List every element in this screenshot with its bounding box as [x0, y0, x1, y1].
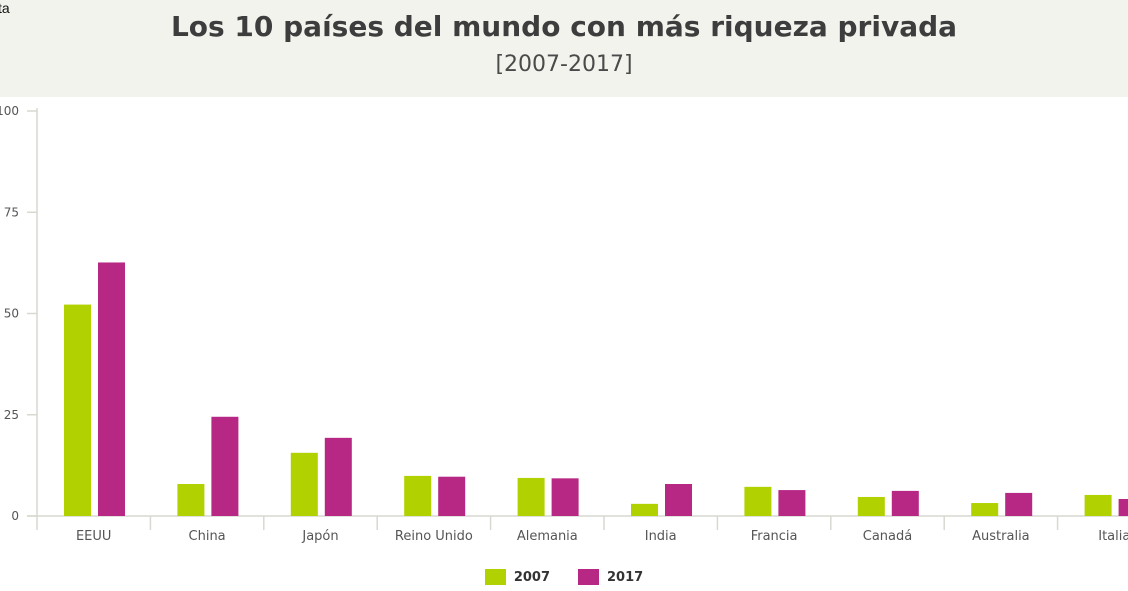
bar-2007-reino-unido [404, 475, 432, 516]
y-tick-label: 75 [4, 205, 19, 219]
bar-2017-alemania [551, 478, 579, 516]
bar-2007-canadá [857, 496, 885, 516]
bar-2017-reino-unido [438, 476, 466, 516]
x-tick-label: Japón [301, 529, 338, 544]
bar-2017-australia [1005, 492, 1033, 516]
bar-2007-francia [744, 486, 772, 516]
bar-2007-italia [1084, 494, 1112, 516]
x-tick-label: Francia [751, 529, 798, 544]
bar-2007-india [631, 503, 658, 516]
x-tick-label: Alemania [517, 529, 578, 544]
x-tick-label: Canadá [863, 529, 912, 544]
x-tick-label: Reino Unido [395, 529, 473, 544]
bar-2007-australia [971, 503, 999, 516]
legend-label-2007: 2007 [513, 569, 550, 585]
y-tick-label: 0 [11, 509, 19, 523]
bar-2017-francia [778, 490, 806, 516]
bar-2007-china [177, 484, 205, 516]
bar-2007-japón [290, 452, 318, 516]
legend: 2007 2017 [0, 569, 1128, 585]
x-tick-label: India [645, 529, 677, 544]
legend-item-2017[interactable]: 2017 [578, 569, 643, 585]
bar-2017-eeuu [98, 262, 125, 516]
x-tick-label: China [189, 529, 226, 544]
bar-2017-japón [324, 437, 352, 516]
y-tick-label: 100 [0, 104, 19, 118]
legend-label-2017: 2017 [607, 569, 644, 585]
bar-2017-italia [1118, 498, 1128, 516]
corner-text: ta [0, 0, 10, 16]
legend-item-2007[interactable]: 2007 [484, 569, 550, 585]
bar-2017-china [211, 416, 239, 516]
bar-2007-eeuu [64, 304, 91, 516]
chart-header: ta Los 10 países del mundo con más rique… [0, 0, 1128, 97]
x-tick-label: Italia [1098, 529, 1128, 544]
bar-2017-india [665, 484, 692, 516]
y-tick-label: 50 [4, 307, 19, 321]
bar-2007-alemania [517, 477, 545, 516]
chart-title: Los 10 países del mundo con más riqueza … [170, 10, 958, 43]
chart-subtitle: [2007-2017] [495, 52, 633, 77]
bar-2017-canadá [891, 490, 919, 516]
x-tick-label: EEUU [76, 529, 111, 544]
y-tick-label: 25 [4, 408, 19, 422]
legend-swatch-2007 [484, 569, 506, 585]
x-tick-label: Australia [972, 529, 1030, 544]
legend-swatch-2017 [578, 569, 599, 585]
